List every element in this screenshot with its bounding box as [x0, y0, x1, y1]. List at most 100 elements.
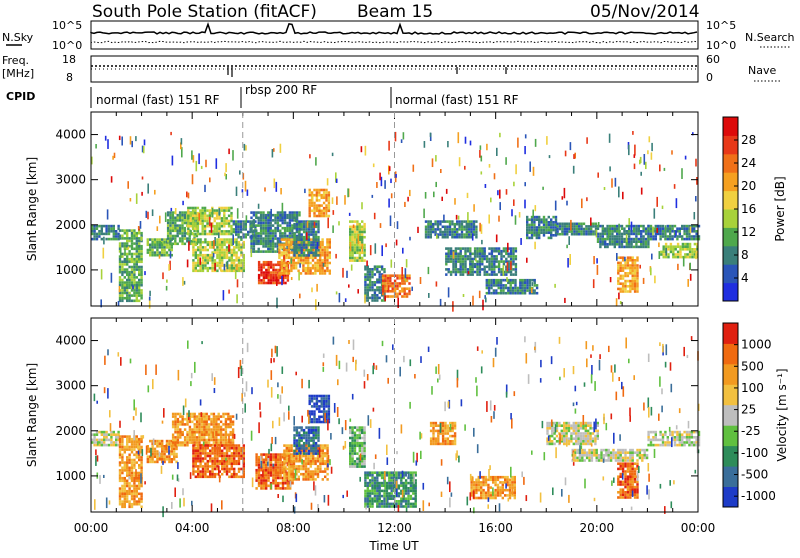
power-colorbar-swatch: [723, 172, 738, 191]
velocity-xtick-label: 08:00: [276, 521, 311, 535]
mode-label-0: normal (fast) 151 RF: [96, 93, 220, 107]
velocity-xtick-label: 20:00: [580, 521, 615, 535]
power-marks: [91, 131, 700, 312]
nsearch-trace: [91, 41, 697, 42]
power-colorbar-tick: 12: [741, 225, 756, 239]
beam-title: Beam 15: [357, 2, 433, 22]
velocity-marks: [91, 336, 700, 517]
power-colorbar-swatch: [723, 209, 738, 228]
power-echo-patch: [425, 220, 478, 238]
power-colorbar-swatch: [723, 227, 738, 246]
velocity-ytick-label: 4000: [55, 334, 86, 348]
velocity-xtick-label: 04:00: [175, 521, 210, 535]
nave-tick-bottom: 0: [706, 71, 713, 84]
power-colorbar-tick: 4: [741, 271, 749, 285]
velocity-echo-patch: [309, 395, 331, 424]
velocity-xtick-label: 12:00: [377, 521, 412, 535]
velocity-echo-patch: [172, 413, 234, 447]
velocity-colorbar-swatch: [723, 343, 738, 364]
power-colorbar-label: Power [dB]: [773, 176, 787, 241]
power-colorbar-swatch: [723, 283, 738, 302]
power-ytick-label: 4000: [55, 128, 86, 142]
power-ytick-label: 3000: [55, 173, 86, 187]
velocity-echo-patch: [119, 435, 143, 508]
power-echo-patch: [647, 225, 700, 241]
nsearch-label: N.Search: [745, 31, 795, 44]
power-colorbar-swatch: [723, 264, 738, 283]
nave-tick-top: 60: [706, 53, 720, 66]
power-echo-patch: [91, 225, 120, 241]
power-echo-patch: [119, 229, 143, 302]
power-colorbar-tick: 16: [741, 202, 756, 216]
nsky-tick-top: 10^5: [52, 19, 82, 32]
power-colorbar-swatch: [723, 117, 738, 136]
velocity-ytick: 2000: [55, 424, 698, 438]
date-title: 05/Nov/2014: [590, 2, 700, 22]
freq-tick-bottom: 8: [66, 71, 73, 84]
velocity-xticks: 00:00 04:00 08:00 12:00 16:00 20:00 00:00: [74, 521, 716, 535]
velocity-colorbar-swatch: [723, 364, 738, 385]
station-title: South Pole Station (fitACF): [92, 2, 317, 22]
x-axis-label: Time UT: [368, 539, 419, 553]
velocity-colorbar-tick: 500: [741, 359, 764, 373]
freq-label-2: [MHz]: [2, 67, 34, 80]
power-colorbar-tick: 8: [741, 248, 749, 262]
velocity-colorbar-swatch: [723, 425, 738, 446]
power-echo-patch: [486, 279, 539, 295]
nsky-panel: N.Sky 10^5 10^0 10^5 10^0 N.Search: [2, 19, 795, 52]
velocity-xtick-label: 16:00: [478, 521, 513, 535]
velocity-sparse-echoes: [94, 336, 700, 517]
velocity-colorbar-tick: 25: [741, 403, 756, 417]
velocity-echo-patch: [283, 444, 329, 480]
power-colorbar-swatch: [723, 135, 738, 154]
velocity-colorbar-swatch: [723, 466, 738, 487]
velocity-ytick-label: 2000: [55, 424, 86, 438]
mode-label-2: normal (fast) 151 RF: [395, 93, 519, 107]
velocity-ytick-label: 3000: [55, 379, 86, 393]
power-echo-patch: [349, 220, 366, 262]
power-ytick-label: 2000: [55, 218, 86, 232]
velocity-colorbar-swatch: [723, 323, 738, 344]
nsky-trace: [91, 24, 697, 34]
velocity-echo-patch: [349, 426, 366, 468]
nave-label: Nave: [748, 64, 776, 77]
power-ylabel: Slant Range [km]: [25, 157, 39, 261]
velocity-ytick: 3000: [55, 379, 698, 393]
nsky-tick-bottom: 10^0: [52, 39, 82, 52]
velocity-colorbar-swatch: [723, 405, 738, 426]
velocity-echo-patch: [546, 422, 599, 445]
velocity-colorbar-tick: -25: [741, 424, 761, 438]
power-echo-patch: [617, 256, 639, 292]
velocity-xtick-label: 00:00: [681, 521, 716, 535]
cpid-strip: CPID normal (fast) 151 RF rbsp 200 RF no…: [6, 83, 519, 108]
power-ytick-label: 1000: [55, 263, 86, 277]
nsky-label: N.Sky: [2, 31, 34, 44]
power-panel: Slant Range [km] 1000 2000 3000 4000: [25, 112, 700, 312]
power-echo-patch: [445, 247, 517, 276]
velocity-echo-patch: [647, 431, 700, 447]
velocity-echo-patch: [430, 422, 456, 445]
power-echo-patch: [597, 225, 650, 248]
velocity-colorbar-tick: -1000: [741, 489, 776, 503]
mode-label-1: rbsp 200 RF: [245, 83, 317, 97]
freq-tick-top: 18: [62, 53, 76, 66]
nsearch-tick-bottom: 10^0: [706, 39, 736, 52]
nsky-frame: [91, 21, 698, 49]
velocity-colorbar-swatch: [723, 487, 738, 508]
power-colorbar-tick: 20: [741, 179, 756, 193]
power-echo-patch: [526, 216, 557, 239]
freq-panel: Freq. [MHz] 18 8 60 0 Nave: [2, 53, 780, 84]
power-colorbar-tick: 24: [741, 156, 756, 170]
velocity-colorbar-swatch: [723, 446, 738, 467]
velocity-colorbar-tick: 1000: [741, 338, 772, 352]
freq-frame: [91, 56, 698, 82]
velocity-xtick-label: 00:00: [74, 521, 109, 535]
velocity-colorbar-tick: -100: [741, 446, 768, 460]
velocity-ylabel: Slant Range [km]: [25, 363, 39, 467]
nsearch-tick-top: 10^5: [706, 19, 736, 32]
power-yticks: 1000 2000 3000 4000: [55, 112, 698, 306]
power-colorbar-swatch: [723, 191, 738, 210]
